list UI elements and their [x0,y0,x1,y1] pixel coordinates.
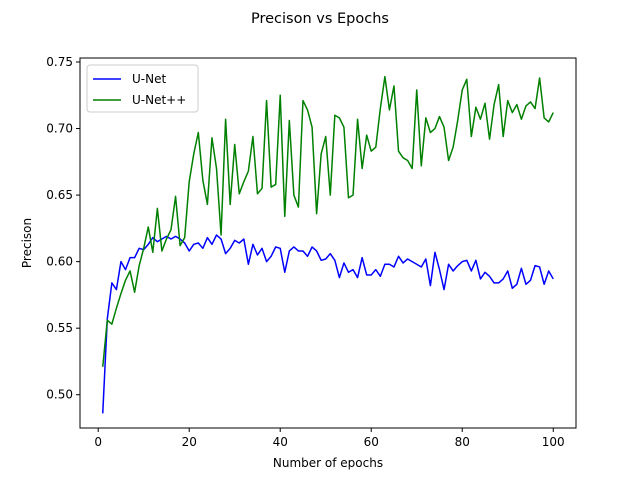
x-tick-label: 100 [542,435,565,449]
y-tick-label: 0.75 [46,55,73,69]
series-line-1 [102,75,554,367]
series-layer [102,75,554,414]
y-tick-label: 0.60 [46,255,73,269]
y-axis-label: Precison [20,218,34,268]
x-tick-label: 40 [273,435,288,449]
x-axis-label: Number of epochs [273,456,383,470]
x-tick-label: 80 [455,435,470,449]
chart-title: Precison vs Epochs [251,11,389,27]
y-tick-label: 0.65 [46,188,73,202]
x-tick-label: 20 [182,435,197,449]
plot-frame [79,57,577,429]
y-tick-label: 0.55 [46,321,73,335]
legend-label-0: U-Net [132,72,166,86]
x-axis: 0 20 40 60 80 100 [94,428,565,449]
x-tick-label: 60 [364,435,379,449]
legend-label-1: U-Net++ [132,93,186,107]
legend: U-Net U-Net++ [86,64,199,113]
y-axis: 0.50 0.55 0.60 0.65 0.70 0.75 [46,55,80,402]
series-line-0 [102,234,554,414]
x-tick-label: 0 [94,435,102,449]
y-tick-label: 0.50 [46,388,73,402]
y-tick-label: 0.70 [46,122,73,136]
